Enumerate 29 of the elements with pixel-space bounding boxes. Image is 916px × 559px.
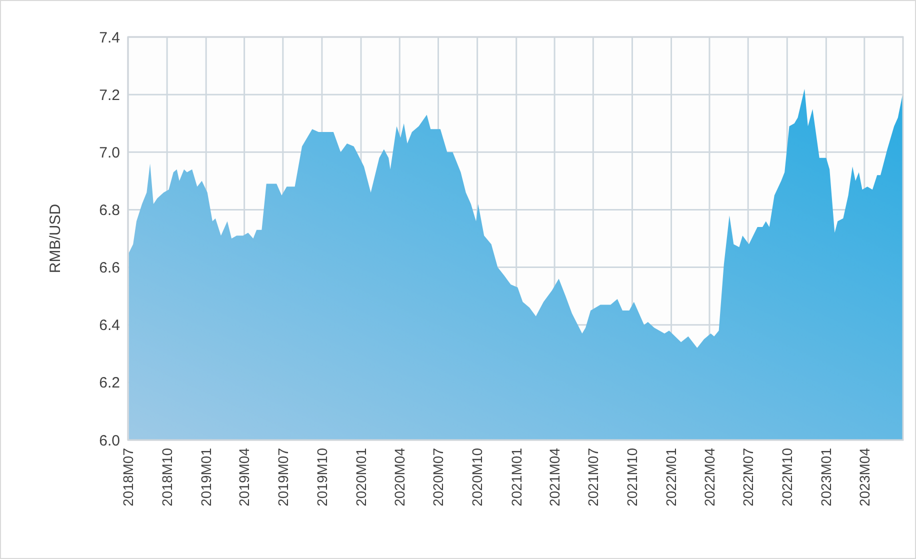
y-tick-label: 7.4 xyxy=(99,29,120,46)
y-tick-label: 6.4 xyxy=(99,317,120,334)
x-tick-label: 2019M07 xyxy=(274,448,291,506)
x-tick-label: 2021M07 xyxy=(585,448,602,506)
x-tick-label: 2021M01 xyxy=(508,448,524,506)
x-tick-label: 2018M10 xyxy=(158,448,175,506)
x-tick-label: 2020M01 xyxy=(352,448,369,506)
y-tick-label: 6.2 xyxy=(99,374,120,392)
x-tick-label: 2020M04 xyxy=(392,448,408,506)
y-tick-label: 7.0 xyxy=(99,144,120,162)
x-tick-label: 2022M04 xyxy=(701,448,718,506)
y-axis-title: RMB/USD xyxy=(47,204,64,274)
x-tick-label: 2021M10 xyxy=(624,448,640,506)
x-tick-label: 2021M04 xyxy=(546,448,562,506)
x-tick-label: 2022M07 xyxy=(740,448,756,506)
x-tick-label: 2019M01 xyxy=(198,448,214,506)
y-tick-label: 6.0 xyxy=(99,432,120,450)
x-tick-label: 2020M10 xyxy=(469,448,486,506)
x-tick-label: 2023M01 xyxy=(818,448,834,506)
x-tick-label: 2019M10 xyxy=(314,448,330,506)
x-tick-label: 2023M04 xyxy=(856,448,872,506)
x-tick-label: 2019M04 xyxy=(236,448,252,506)
x-tick-label: 2022M01 xyxy=(663,448,680,506)
x-tick-label: 2018M07 xyxy=(120,448,136,506)
y-tick-label: 6.8 xyxy=(99,202,120,219)
x-tick-label: 2022M10 xyxy=(779,448,796,506)
y-tick-label: 7.2 xyxy=(99,86,120,104)
x-tick-label: 2020M07 xyxy=(430,448,446,506)
y-tick-label: 6.6 xyxy=(99,260,120,277)
